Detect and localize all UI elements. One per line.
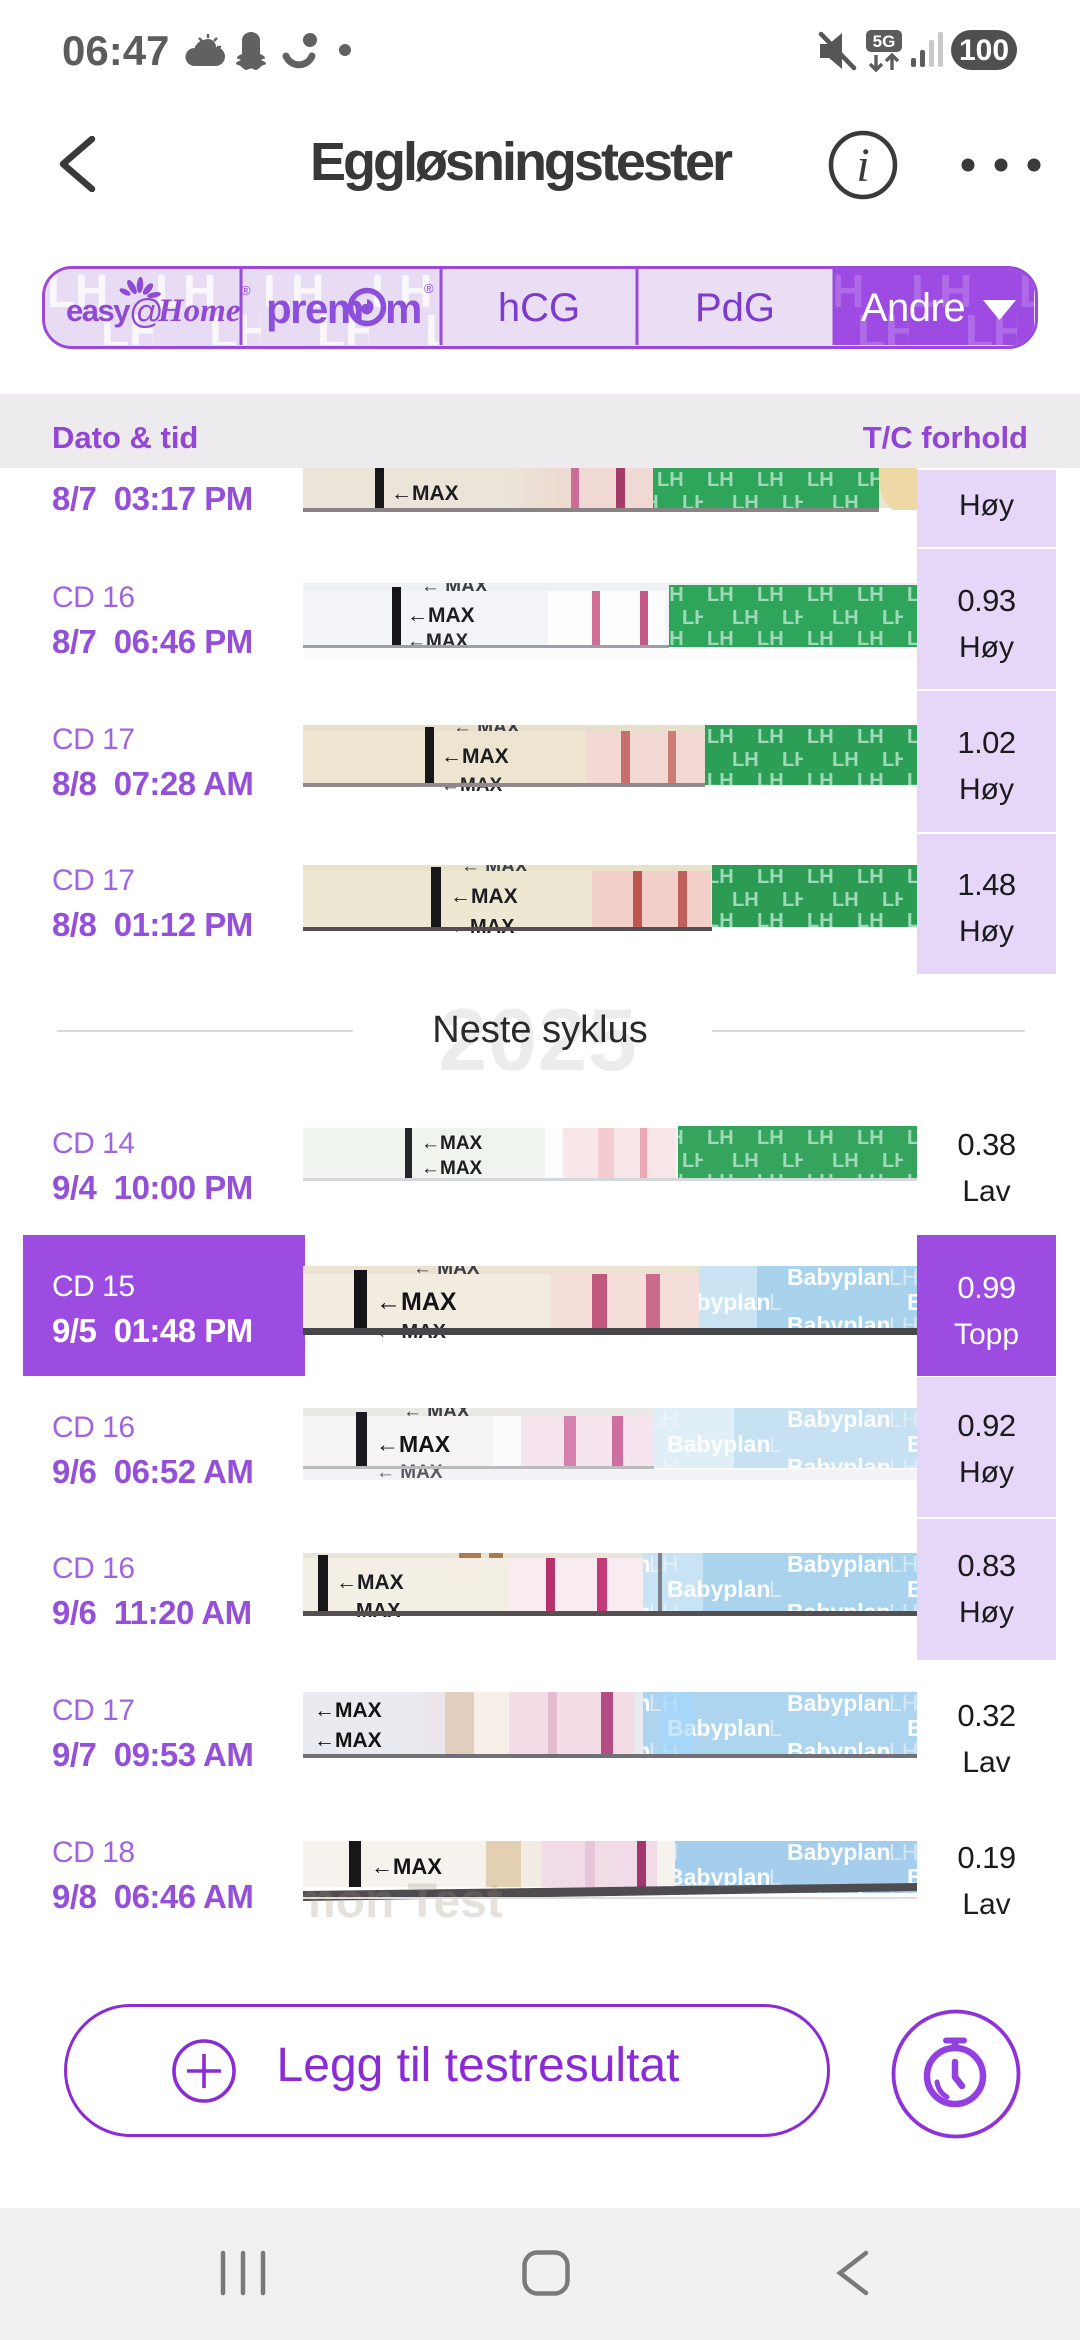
svg-text:←MAX: ←MAX [421, 1158, 483, 1179]
svg-text:←MAX: ←MAX [314, 1699, 382, 1722]
svg-text:®: ® [424, 281, 434, 296]
svg-text:←MAX: ←MAX [336, 1571, 404, 1594]
svg-text:m: m [385, 285, 422, 332]
svg-text:←MAX: ←MAX [336, 1600, 401, 1621]
svg-text:←MAX: ←MAX [407, 604, 475, 627]
svg-text:←MAX: ←MAX [450, 916, 515, 937]
svg-text:← MAX: ← MAX [376, 1462, 443, 1480]
svg-text:←MAX: ←MAX [421, 1133, 483, 1154]
svg-text:←MAX: ←MAX [391, 482, 459, 505]
svg-text:®: ® [241, 283, 251, 298]
svg-text:←MAX: ←MAX [376, 1431, 451, 1457]
svg-text:←MAX: ←MAX [371, 1854, 442, 1879]
svg-text:@: @ [129, 293, 164, 331]
svg-text:Andre: Andre [861, 286, 965, 330]
svg-text:←MAX: ←MAX [314, 1729, 382, 1752]
svg-text:←MAX: ←MAX [441, 745, 509, 768]
svg-text:easy: easy [66, 293, 131, 328]
svg-text:100: 100 [959, 34, 1009, 67]
svg-text:←MAX: ←MAX [376, 1288, 457, 1316]
svg-text:PdG: PdG [695, 286, 775, 330]
svg-text:←MAX: ←MAX [450, 885, 518, 908]
svg-text:hCG: hCG [498, 286, 580, 330]
svg-text:mon Test: mon Test [303, 1875, 503, 1918]
svg-text:5G: 5G [873, 32, 896, 51]
svg-text:Home: Home [157, 293, 240, 329]
svg-text:i: i [856, 139, 869, 192]
